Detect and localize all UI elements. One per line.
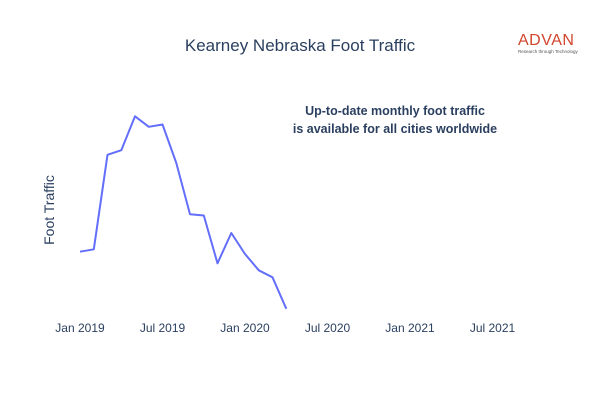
data-point xyxy=(215,261,220,266)
data-point xyxy=(146,124,151,129)
data-point xyxy=(91,247,96,252)
data-point xyxy=(201,213,206,218)
x-tick-label: Jan 2020 xyxy=(220,321,270,335)
series-line-0 xyxy=(79,115,288,310)
data-point xyxy=(243,252,248,257)
chart-annotation: Up-to-date monthly foot traffic is avail… xyxy=(250,102,540,138)
data-point xyxy=(78,249,83,254)
data-point xyxy=(188,212,193,217)
x-tick-label: Jul 2019 xyxy=(140,321,186,335)
logo-tagline: Research through Technology xyxy=(518,49,578,54)
annotation-line-2: is available for all cities worldwide xyxy=(292,122,498,136)
data-point xyxy=(119,148,124,153)
chart-title: Kearney Nebraska Foot Traffic xyxy=(184,36,416,55)
data-point xyxy=(133,114,138,119)
advan-logo: ADVAN Research through Technology xyxy=(518,33,586,55)
x-tick-label: Jan 2019 xyxy=(55,321,105,335)
x-tick-label: Jan 2021 xyxy=(385,321,435,335)
data-point xyxy=(174,161,179,166)
data-point xyxy=(270,275,275,280)
data-point xyxy=(284,306,289,311)
data-point xyxy=(105,152,110,157)
x-tick-label: Jul 2021 xyxy=(470,321,516,335)
data-point xyxy=(160,122,165,127)
data-point xyxy=(256,268,261,273)
annotation-line-1: Up-to-date monthly foot traffic xyxy=(305,104,485,118)
data-point xyxy=(229,231,234,236)
logo-wordmark: ADVAN xyxy=(518,32,575,49)
x-tick-label: Jul 2020 xyxy=(305,321,351,335)
